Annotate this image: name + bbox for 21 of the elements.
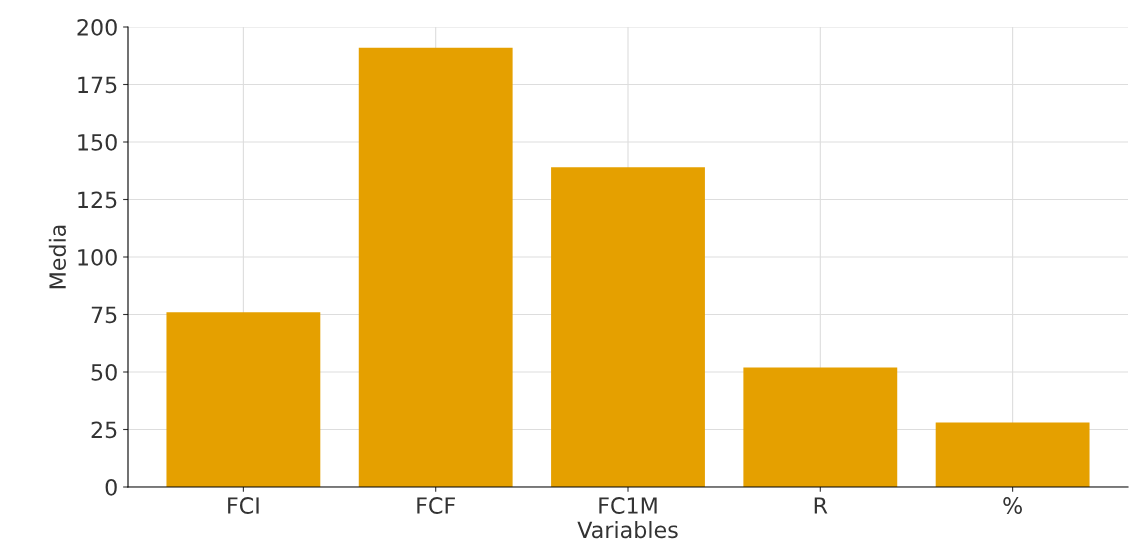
y-tick-label: 0 <box>105 478 117 496</box>
bar <box>166 312 321 487</box>
bar <box>551 167 705 487</box>
y-tick-label: 100 <box>78 248 117 266</box>
y-tick-label: 175 <box>78 76 117 94</box>
y-tick-label: 25 <box>91 421 117 439</box>
x-tick-label: FC1M <box>599 497 657 514</box>
y-tick-label: 200 <box>77 18 117 36</box>
y-tick-label: 150 <box>78 133 117 151</box>
y-tick-label: 50 <box>91 363 117 381</box>
y-tick-label: 125 <box>78 191 117 209</box>
x-tick-label: FCI <box>228 497 259 514</box>
x-axis-title: Variables <box>577 521 678 539</box>
y-tick-label: 75 <box>91 306 117 324</box>
bar <box>935 422 1090 487</box>
x-tick-label: R <box>814 497 828 514</box>
bar <box>743 367 898 487</box>
y-axis-title: Media <box>48 225 66 289</box>
bar <box>358 47 513 487</box>
x-tick-label: FCF <box>417 497 455 514</box>
x-tick-label: % <box>1003 497 1022 514</box>
